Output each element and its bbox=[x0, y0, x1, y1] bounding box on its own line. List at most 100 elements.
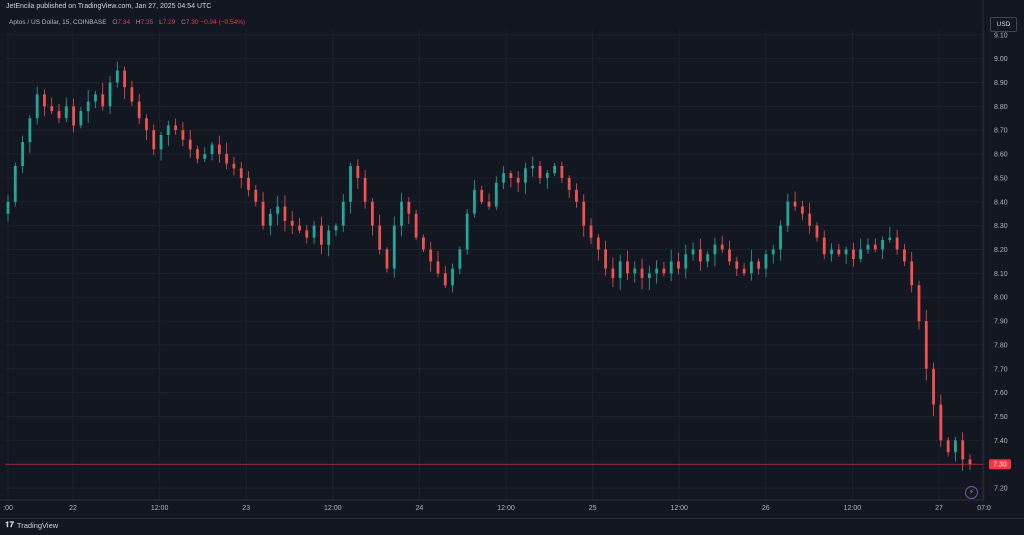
lightning-icon[interactable]: ⚡ bbox=[965, 486, 978, 499]
candle-body bbox=[582, 201, 586, 226]
candle-body bbox=[524, 168, 527, 183]
y-tick-label: 7.80 bbox=[994, 342, 1008, 349]
y-axis[interactable]: 9.10 9.00 8.90 8.80 8.70 8.60 8.50 8.40 8.30 8.20… bbox=[994, 32, 1008, 492]
candle-body bbox=[735, 261, 739, 269]
candle-body bbox=[851, 249, 855, 260]
y-tick-label: 8.30 bbox=[994, 223, 1008, 230]
y-tick-label: 7.70 bbox=[994, 366, 1008, 373]
candle-body bbox=[553, 165, 556, 174]
currency-button[interactable]: USD bbox=[990, 17, 1017, 32]
x-tick-label: 12:00 bbox=[670, 505, 688, 512]
candle-body bbox=[713, 244, 717, 255]
y-tick-label: 8.20 bbox=[994, 247, 1008, 254]
candle-body bbox=[28, 118, 32, 143]
symbol-title[interactable]: Aptos / US Dollar, 15, COINBASE bbox=[9, 19, 107, 26]
candle-body bbox=[247, 177, 250, 190]
candle-body bbox=[793, 201, 797, 207]
candle-body bbox=[968, 459, 972, 465]
close-label: C bbox=[181, 19, 186, 26]
candle-body bbox=[575, 189, 578, 202]
x-tick-label: 26 bbox=[762, 505, 770, 512]
x-tick-label: 12:00 bbox=[844, 505, 862, 512]
candle-body bbox=[145, 118, 148, 131]
candle-body bbox=[633, 268, 637, 274]
y-tick-label: 8.90 bbox=[994, 80, 1008, 87]
candle-body bbox=[217, 144, 221, 155]
brand-name: TradingView bbox=[16, 520, 59, 530]
high-value: 7.35 bbox=[140, 19, 154, 26]
x-axis[interactable]: :00 22 12:00 23 12:00 24 12:00 25 12:00 26 12:00 27… bbox=[3, 505, 991, 512]
open-label: O bbox=[112, 19, 118, 26]
candle-body bbox=[538, 165, 542, 178]
candle-body bbox=[436, 261, 440, 274]
x-tick-label: 12:00 bbox=[324, 505, 342, 512]
candle-body bbox=[356, 165, 360, 178]
candle-body bbox=[516, 177, 520, 183]
candle-body bbox=[239, 168, 243, 178]
candle-body bbox=[684, 254, 688, 269]
candle-body bbox=[123, 70, 127, 88]
change-value: −0.04 (−0.54%) bbox=[200, 19, 246, 26]
candle-body bbox=[305, 230, 309, 238]
candle-body bbox=[312, 225, 316, 238]
candle-body bbox=[166, 125, 170, 135]
candle-body bbox=[822, 237, 826, 255]
candle-body bbox=[910, 261, 914, 286]
candle-body bbox=[509, 173, 513, 178]
candle-body bbox=[531, 165, 535, 169]
x-tick-label: 24 bbox=[416, 505, 424, 512]
candle-body bbox=[196, 149, 199, 159]
candle-body bbox=[159, 134, 163, 150]
candle-body bbox=[647, 273, 651, 279]
y-tick-label: 8.60 bbox=[994, 152, 1008, 159]
candle-body bbox=[50, 106, 54, 112]
y-tick-label: 9.00 bbox=[994, 56, 1008, 63]
candle-body bbox=[800, 206, 804, 214]
chart-grid bbox=[0, 0, 985, 501]
candle-body bbox=[611, 268, 615, 279]
candle-body bbox=[917, 285, 921, 322]
candle-body bbox=[392, 225, 396, 269]
candle-body bbox=[137, 101, 141, 119]
y-tick-label: 8.70 bbox=[994, 128, 1008, 135]
y-tick-label: 8.50 bbox=[994, 175, 1008, 182]
y-tick-label: 7.50 bbox=[994, 414, 1008, 421]
candle-body bbox=[458, 249, 462, 269]
candle-body bbox=[757, 261, 761, 269]
low-label: L bbox=[159, 19, 163, 26]
x-tick-label: 27 bbox=[935, 505, 943, 512]
candle-body bbox=[378, 225, 382, 250]
close-value: 7.30 bbox=[185, 19, 199, 26]
y-tick-label: 7.60 bbox=[994, 390, 1008, 397]
candle-body bbox=[866, 244, 870, 250]
candle-body bbox=[400, 201, 403, 226]
high-label: H bbox=[135, 19, 141, 26]
candle-body bbox=[341, 201, 345, 226]
candle-body bbox=[873, 244, 877, 250]
candle-body bbox=[13, 165, 17, 202]
candle-body bbox=[86, 101, 90, 112]
candle-body bbox=[203, 154, 207, 159]
y-tick-label: 8.40 bbox=[994, 199, 1008, 206]
candle-body bbox=[924, 321, 928, 369]
candle-body bbox=[859, 249, 863, 260]
candle-body bbox=[283, 206, 287, 221]
candles-layer bbox=[6, 61, 972, 472]
candle-body bbox=[451, 268, 454, 286]
candle-body bbox=[64, 106, 68, 119]
candle-body bbox=[298, 225, 301, 231]
candle-body bbox=[939, 404, 943, 441]
candle-body bbox=[94, 94, 97, 102]
candle-body bbox=[152, 130, 156, 150]
candle-body bbox=[327, 230, 331, 245]
publisher-caption: JetEncila published on TradingView.com, … bbox=[6, 3, 212, 10]
candle-body bbox=[837, 249, 841, 255]
candle-body bbox=[254, 189, 258, 202]
candle-body bbox=[706, 254, 710, 262]
candle-body bbox=[174, 125, 178, 131]
candle-body bbox=[349, 165, 352, 202]
candle-body bbox=[589, 225, 593, 238]
brand-footer[interactable]: 𝟏𝟕 TradingView bbox=[5, 520, 58, 530]
candle-body bbox=[946, 440, 950, 453]
